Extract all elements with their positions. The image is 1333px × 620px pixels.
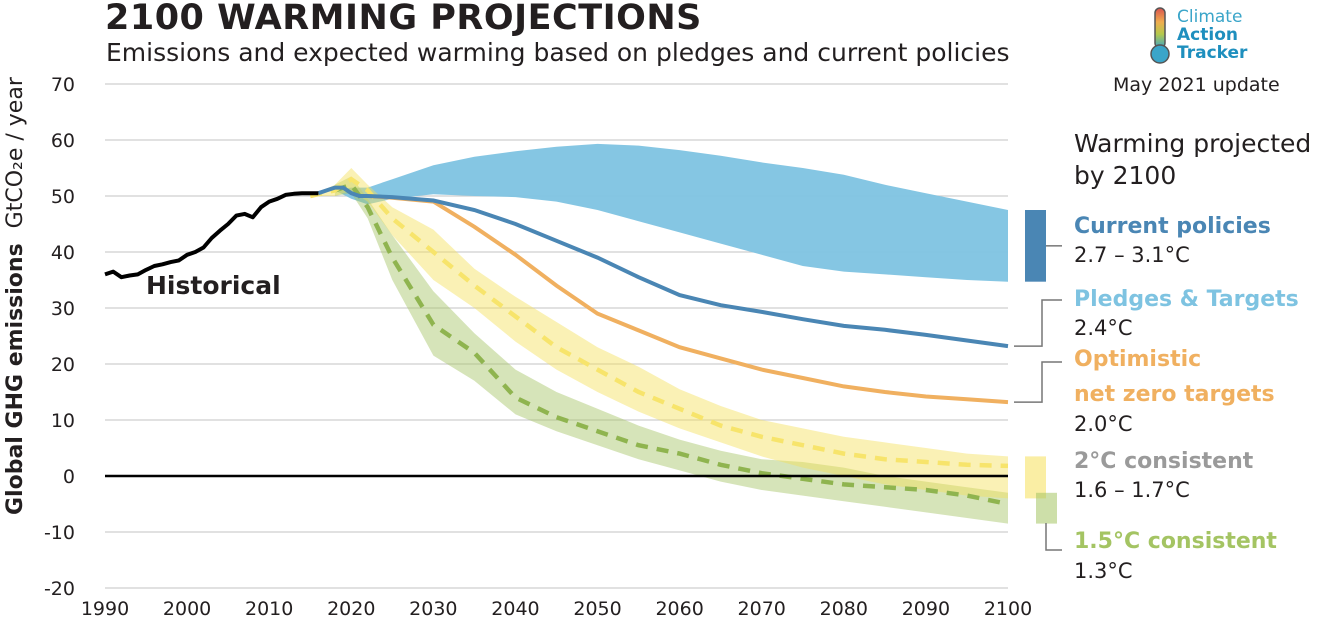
y-tick-label: 70 [51, 74, 75, 96]
page-subtitle: Emissions and expected warming based on … [106, 38, 1010, 67]
thermometer-icon [1150, 7, 1170, 64]
legend-pledges-temp: 2.4°C [1074, 316, 1133, 340]
x-tick-label: 2090 [902, 598, 950, 620]
update-label: May 2021 update [1113, 74, 1280, 96]
band-2c [310, 168, 1008, 499]
2c-range-bar [1025, 456, 1046, 499]
x-tick-label: 2020 [327, 598, 375, 620]
x-tick-label: 1990 [81, 598, 129, 620]
legend-current-policies-temp: 2.7 – 3.1°C [1074, 243, 1190, 267]
legend-current-policies-name: Current policies [1074, 214, 1271, 239]
x-tick-label: 2010 [245, 598, 293, 620]
x-tick-label: 2050 [573, 598, 621, 620]
legend-optimistic-name-1: Optimistic [1074, 347, 1202, 372]
current-policies-range-bar [1025, 210, 1046, 282]
legend-optimistic-name-2: net zero targets [1074, 382, 1275, 407]
page-title: 2100 WARMING PROJECTIONS [105, 0, 702, 38]
legend-1-5c-temp: 1.3°C [1074, 559, 1133, 583]
x-tick-label: 2000 [163, 598, 211, 620]
legend-pledges-name: Pledges & Targets [1074, 287, 1299, 312]
connector-1-5c [1045, 523, 1062, 551]
legend-2c-name: 2°C consistent [1074, 449, 1254, 474]
logo-line-climate: Climate [1177, 7, 1243, 27]
y-axis-label-main: Global GHG emissions [3, 243, 28, 515]
legend-title: Warming projected by 2100 [1074, 129, 1312, 190]
y-tick-label: 30 [51, 298, 75, 320]
y-axis-label: Global GHG emissions GtCO₂e / year [3, 76, 28, 515]
y-tick-label: 40 [51, 242, 75, 264]
pledges-targets-line [317, 185, 1009, 349]
logo-line-tracker: Tracker [1177, 43, 1248, 63]
current-policies-band [334, 143, 1008, 282]
y-tick-label: 20 [51, 354, 75, 376]
historical-label: Historical [146, 271, 281, 300]
x-tick-label: 2030 [409, 598, 457, 620]
y-tick-label: -10 [44, 522, 75, 544]
logo-line-action: Action [1177, 25, 1238, 45]
legend-optimistic-temp: 2.0°C [1074, 412, 1133, 436]
y-axis-label-unit: GtCO₂e / year [3, 76, 28, 228]
y-tick-label: 0 [63, 466, 75, 488]
x-tick-label: 2100 [984, 598, 1032, 620]
band-1-5c [334, 176, 1008, 524]
connector-pledges [1014, 299, 1062, 347]
1-5c-range-bar [1036, 492, 1057, 524]
x-tick-label: 2070 [738, 598, 786, 620]
optimistic-net-zero-line [367, 194, 1009, 405]
climate-action-tracker-logo: Climate Action Tracker [1142, 4, 1262, 68]
y-tick-label: 10 [51, 410, 75, 432]
x-tick-label: 2040 [491, 598, 539, 620]
historical-line [104, 191, 319, 280]
y-tick-label: 50 [51, 186, 75, 208]
x-tick-label: 2060 [655, 598, 703, 620]
legend-1-5c-name: 1.5°C consistent [1074, 529, 1277, 554]
y-tick-label: -20 [44, 578, 75, 600]
y-tick-label: 60 [51, 130, 75, 152]
legend-2c-temp: 1.6 – 1.7°C [1074, 478, 1190, 502]
x-tick-label: 2080 [820, 598, 868, 620]
median-1-5c-line [334, 182, 1009, 507]
connector-optimistic [1014, 361, 1062, 403]
